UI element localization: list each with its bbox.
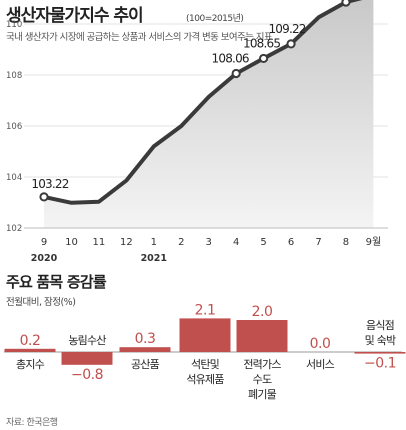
y-tick-label: 106	[6, 122, 22, 132]
data-label: 108.06	[212, 51, 249, 65]
bar-chart-bars	[4, 318, 406, 365]
x-tick-label: 1	[151, 237, 157, 248]
line-chart-area	[24, 0, 388, 229]
x-tick-label: 10	[65, 237, 78, 248]
x-tick-label: 12	[120, 237, 133, 248]
bar-category-label: 공산품	[131, 358, 160, 371]
bar-value-label: 0.3	[135, 331, 156, 347]
data-label: 103.22	[31, 177, 68, 191]
x-tick-label: 4	[233, 237, 239, 248]
bar-category-label: 수도	[253, 373, 272, 386]
chart-subtitle: 국내 생산자가 시장에 공급하는 상품과 서비스의 가격 변동 보여주는 지표	[6, 31, 273, 43]
x-tick-label: 9	[41, 237, 47, 248]
bar	[119, 347, 171, 352]
x-tick-label: 7	[315, 237, 321, 248]
line-chart-series	[42, 0, 363, 205]
line-chart-markers	[39, 0, 351, 202]
line-chart-y-axis: 102 104 106 108 110	[6, 20, 22, 234]
bar-chart-value-labels: 0.2 −0.8 0.3 2.1 2.0 0.0 −0.1	[20, 302, 397, 383]
source-note: 자료: 한국은행	[6, 416, 58, 428]
data-point-marker	[341, 0, 351, 7]
bar-value-label: 2.1	[195, 302, 216, 318]
x-tick-label: 2	[178, 237, 184, 248]
x-tick-label: 5	[260, 237, 266, 248]
y-tick-label: 110	[6, 20, 22, 30]
data-label: 109.22	[268, 22, 305, 36]
bar	[354, 352, 406, 354]
bar-value-label: −0.1	[364, 356, 396, 372]
bar-value-label: 2.0	[252, 304, 273, 320]
x-tick-label: 11	[93, 237, 106, 248]
year-label: 2021	[141, 253, 167, 264]
data-point-marker	[259, 53, 269, 64]
bar-category-label: 석유제품	[186, 373, 224, 386]
bar	[61, 352, 113, 365]
bar	[179, 318, 231, 352]
y-tick-label: 104	[6, 173, 22, 183]
y-tick-label: 108	[6, 71, 22, 81]
x-tick-label: 3	[206, 237, 212, 248]
bar	[236, 320, 288, 352]
x-tick-label: 6	[288, 237, 294, 248]
bar-category-label: 농림수산	[68, 334, 106, 347]
bar-category-label: 석탄및	[191, 358, 220, 371]
data-point-marker	[286, 39, 296, 49]
bar-value-label: −0.8	[71, 367, 103, 383]
x-tick-label: 8	[343, 237, 349, 248]
y-tick-label: 102	[6, 224, 22, 234]
data-point-marker	[231, 68, 241, 79]
bar-chart-note: 전월대비, 잠정(%)	[6, 296, 75, 308]
series-line	[42, 0, 363, 205]
year-label: 2020	[31, 253, 58, 264]
chart-title: 생산자물가지수 추이	[6, 6, 143, 26]
x-tick-label: 9월	[366, 236, 382, 248]
bar-value-label: 0.0	[310, 336, 331, 352]
bar-category-label: 폐기물	[248, 388, 277, 401]
chart-title-note: (100=2015년)	[186, 13, 243, 24]
bar-value-label: 0.2	[20, 333, 41, 349]
bar	[4, 348, 56, 352]
bar-category-label: 서비스	[306, 358, 335, 371]
bar-category-label: 총지수	[16, 358, 45, 371]
area-fill	[44, 0, 374, 228]
data-label: 108.65	[243, 36, 280, 50]
data-point-marker	[39, 192, 49, 202]
bar-category-label: 및 숙박	[365, 334, 396, 347]
bar-category-label: 음식점	[366, 319, 394, 332]
bar-chart-title: 주요 품목 증감률	[6, 273, 107, 291]
bar-category-label: 전력가스	[243, 358, 281, 371]
